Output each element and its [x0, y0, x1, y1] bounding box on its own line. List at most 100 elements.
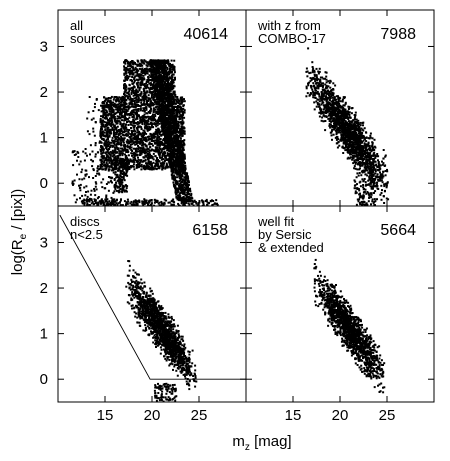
data-point — [121, 98, 123, 101]
data-point — [178, 174, 181, 177]
data-point — [163, 133, 166, 136]
data-point — [150, 162, 153, 165]
data-point — [131, 105, 134, 108]
data-point — [153, 96, 156, 99]
data-point — [187, 179, 190, 182]
data-point — [168, 123, 171, 126]
data-point — [94, 175, 97, 177]
data-point — [157, 59, 160, 62]
data-point — [155, 110, 158, 113]
data-point — [123, 73, 126, 76]
data-point — [156, 136, 159, 139]
data-point — [163, 122, 166, 125]
data-point — [103, 96, 106, 99]
data-point — [147, 76, 150, 78]
data-point — [136, 154, 138, 156]
data-point — [182, 171, 185, 173]
data-point — [115, 160, 118, 163]
data-point — [132, 115, 135, 117]
data-point — [202, 200, 205, 203]
data-point — [108, 117, 111, 120]
data-point — [144, 154, 147, 157]
data-point — [127, 150, 130, 153]
data-point — [122, 107, 125, 110]
data-point — [156, 110, 159, 113]
data-point — [158, 144, 161, 147]
data-point — [160, 120, 163, 123]
data-point — [173, 67, 176, 70]
data-point — [150, 143, 153, 145]
data-point — [143, 83, 146, 86]
data-point — [124, 108, 127, 111]
data-point — [160, 202, 163, 205]
data-point — [118, 166, 121, 169]
data-point — [122, 168, 125, 171]
data-point — [152, 70, 155, 73]
data-point — [160, 134, 163, 137]
data-point — [118, 150, 121, 153]
data-point — [156, 144, 159, 146]
data-point — [116, 131, 119, 134]
data-point — [150, 118, 153, 121]
data-point — [165, 126, 168, 129]
data-point — [121, 159, 123, 162]
data-point — [170, 145, 173, 148]
data-point — [149, 142, 151, 145]
data-point — [174, 150, 177, 153]
data-point — [112, 98, 115, 101]
data-point — [175, 134, 178, 136]
data-point — [93, 188, 96, 190]
data-point — [165, 124, 168, 126]
data-point — [133, 103, 136, 106]
data-point — [159, 118, 162, 121]
data-point — [163, 59, 166, 62]
data-point — [163, 65, 166, 68]
data-point — [167, 104, 169, 107]
data-point — [177, 102, 180, 105]
data-point — [125, 187, 128, 190]
data-point — [177, 145, 180, 148]
data-point — [162, 104, 165, 107]
data-point — [161, 90, 164, 93]
data-point — [179, 96, 182, 99]
data-point — [180, 151, 183, 154]
data-point — [166, 79, 169, 82]
data-point — [117, 169, 119, 172]
data-point — [170, 138, 173, 141]
data-point — [168, 77, 171, 79]
data-point — [126, 185, 129, 188]
data-point — [112, 141, 115, 144]
data-point — [119, 103, 122, 106]
data-point — [132, 63, 135, 66]
data-point — [193, 199, 196, 202]
data-point — [120, 99, 123, 102]
data-point — [159, 84, 162, 87]
data-point — [181, 148, 184, 150]
data-point — [162, 130, 165, 133]
data-point — [145, 64, 148, 67]
data-point — [179, 105, 182, 108]
data-point — [159, 105, 162, 108]
data-point — [119, 170, 122, 173]
data-point — [127, 105, 130, 108]
data-point — [102, 125, 105, 128]
data-point — [152, 152, 155, 155]
data-point — [110, 160, 113, 163]
data-point — [127, 61, 129, 64]
data-point — [137, 79, 140, 81]
data-point — [115, 128, 118, 131]
data-point — [110, 169, 113, 172]
data-point — [106, 149, 109, 152]
data-point — [185, 174, 188, 177]
data-point — [123, 117, 126, 120]
data-point — [182, 127, 185, 129]
data-point — [116, 203, 119, 206]
data-point — [129, 88, 132, 91]
data-point — [143, 152, 146, 154]
data-point — [111, 101, 114, 104]
data-point — [115, 133, 118, 136]
data-point — [142, 70, 145, 72]
data-point — [126, 174, 129, 177]
data-point — [134, 157, 137, 160]
data-point — [156, 60, 159, 63]
